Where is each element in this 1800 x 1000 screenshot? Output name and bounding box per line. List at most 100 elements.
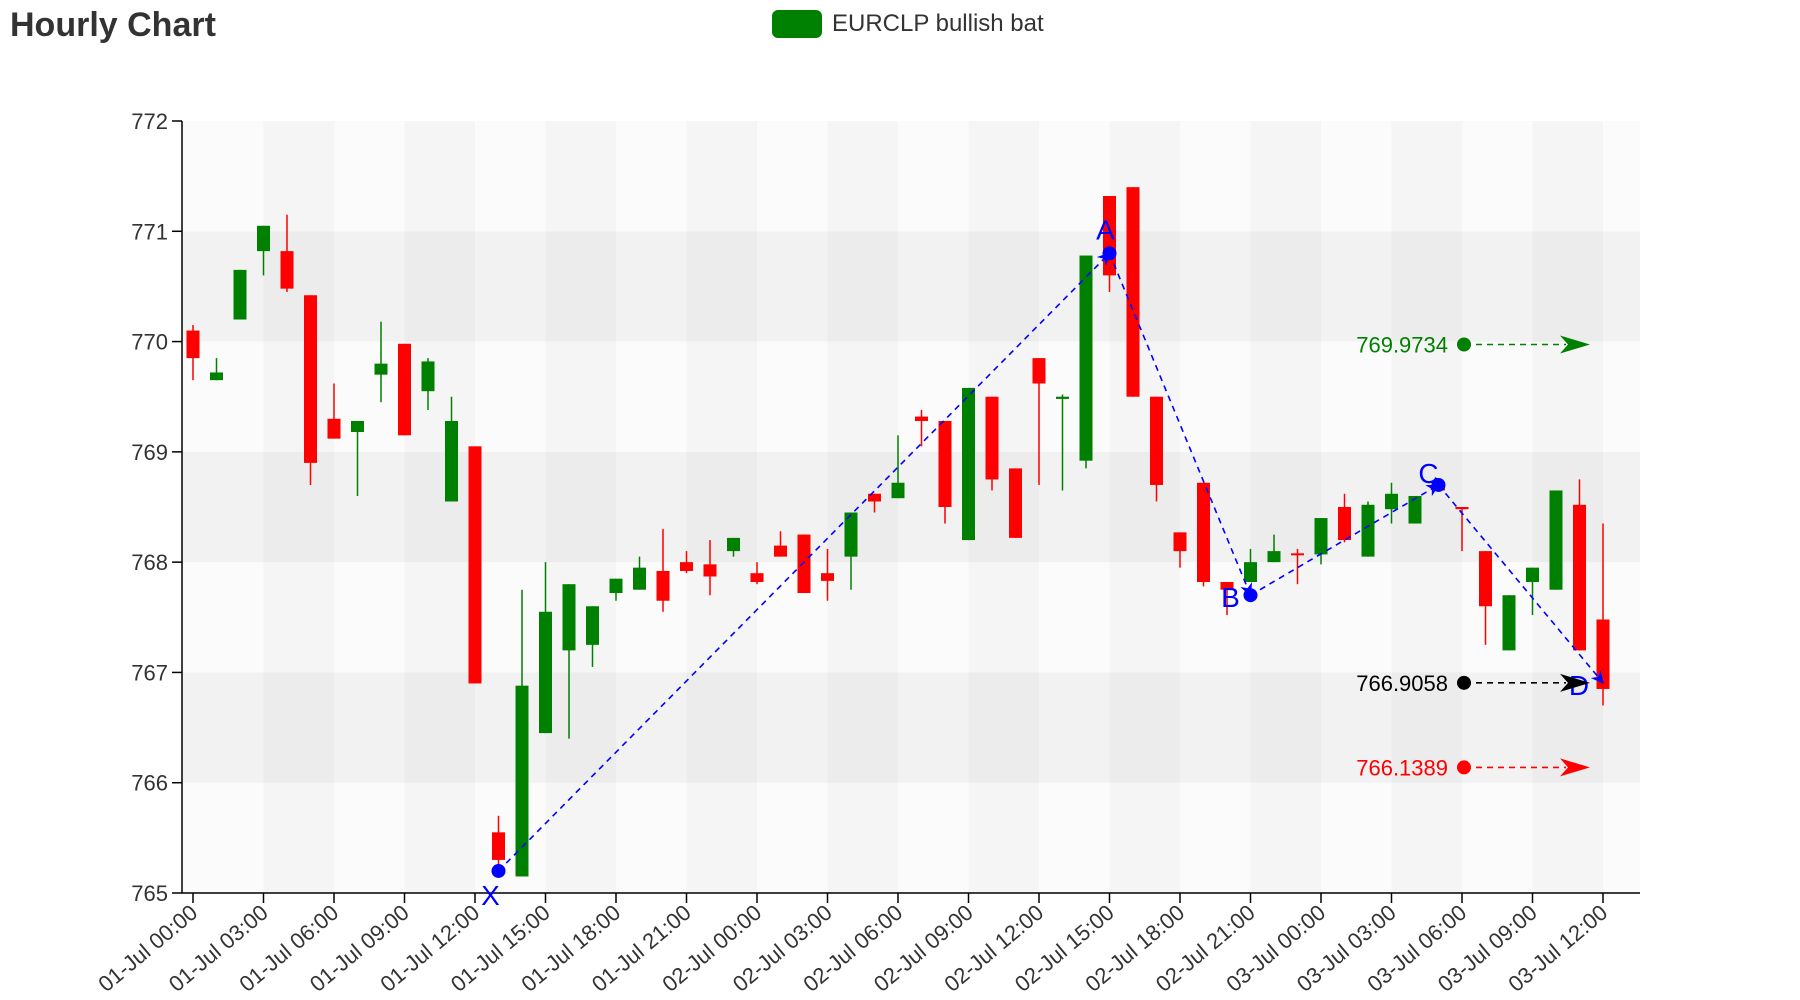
candle bbox=[468, 446, 482, 684]
candle-body bbox=[1009, 468, 1022, 538]
candle bbox=[398, 343, 411, 436]
y-band bbox=[182, 341, 1640, 452]
legend[interactable]: EURCLP bullish bat bbox=[772, 10, 1044, 38]
candle-body bbox=[515, 685, 529, 877]
candle bbox=[1079, 255, 1093, 469]
candle-body bbox=[421, 361, 435, 392]
candle-body bbox=[468, 446, 482, 684]
candle bbox=[1549, 490, 1563, 590]
candle-body bbox=[586, 606, 599, 645]
candle-body bbox=[1338, 507, 1351, 541]
candle bbox=[938, 420, 952, 524]
candle-body bbox=[797, 534, 811, 594]
pattern-leg bbox=[1108, 253, 1253, 597]
candle-body bbox=[1126, 187, 1140, 397]
level-label: 766.1389 bbox=[1356, 755, 1448, 780]
candle bbox=[656, 529, 670, 612]
y-tick-label: 770 bbox=[131, 330, 168, 355]
x-band bbox=[687, 121, 758, 893]
candle-body bbox=[727, 537, 740, 552]
candle bbox=[1032, 358, 1046, 485]
pattern-point bbox=[1431, 477, 1446, 492]
candle bbox=[1150, 396, 1163, 502]
candle-body bbox=[633, 567, 646, 590]
candle bbox=[844, 512, 858, 590]
candle bbox=[1291, 548, 1304, 585]
candle bbox=[633, 556, 646, 590]
x-band bbox=[1251, 121, 1322, 893]
candle bbox=[304, 295, 317, 485]
candle-body bbox=[492, 832, 505, 860]
candle-body bbox=[1267, 551, 1281, 563]
candle bbox=[327, 383, 341, 439]
candle bbox=[186, 325, 200, 381]
pattern-label: A bbox=[1096, 214, 1115, 245]
level-dot bbox=[1457, 760, 1471, 775]
candle bbox=[609, 578, 623, 601]
candle-body bbox=[1314, 518, 1328, 555]
y-tick-label: 768 bbox=[131, 550, 168, 575]
candle bbox=[586, 606, 599, 667]
background-bands bbox=[182, 121, 1640, 893]
candle-body bbox=[1220, 581, 1234, 590]
candle bbox=[1173, 532, 1187, 568]
candle-body bbox=[539, 611, 552, 734]
candle bbox=[1361, 501, 1375, 557]
candle-body bbox=[351, 420, 364, 433]
candle bbox=[562, 584, 576, 739]
candle bbox=[680, 551, 693, 574]
level: 766.9058 bbox=[1356, 671, 1590, 696]
candle-body bbox=[985, 396, 999, 480]
candle-body bbox=[1408, 495, 1422, 524]
y-tick-label: 769 bbox=[131, 440, 168, 465]
candle bbox=[515, 589, 529, 877]
candle bbox=[492, 815, 505, 871]
candle bbox=[1502, 595, 1516, 651]
candle bbox=[1526, 567, 1539, 616]
pattern-point bbox=[491, 863, 506, 878]
candle-body bbox=[186, 330, 200, 359]
candle-body bbox=[609, 578, 623, 594]
pattern-label: C bbox=[1418, 458, 1438, 489]
candle-body bbox=[562, 584, 576, 651]
candle-body bbox=[1079, 255, 1093, 461]
y-tick-label: 772 bbox=[131, 109, 168, 134]
candle-body bbox=[1150, 396, 1163, 485]
y-band bbox=[182, 562, 1640, 673]
candle bbox=[1197, 482, 1210, 587]
x-band bbox=[546, 121, 617, 893]
target-levels: 769.9734 766.9058 766.1389 bbox=[1356, 333, 1590, 780]
candle bbox=[257, 225, 270, 276]
candle bbox=[280, 214, 294, 292]
candle bbox=[1338, 493, 1351, 543]
candle-body bbox=[821, 573, 834, 581]
candle-body bbox=[774, 545, 787, 557]
candle bbox=[1314, 518, 1328, 565]
candle-body bbox=[327, 418, 341, 439]
level: 769.9734 bbox=[1356, 333, 1590, 358]
candle-body bbox=[233, 269, 247, 320]
candle bbox=[727, 537, 740, 557]
level-arrow bbox=[1560, 673, 1590, 692]
level-label: 766.9058 bbox=[1356, 671, 1448, 696]
candle bbox=[1267, 534, 1281, 563]
candle-body bbox=[374, 363, 388, 375]
pattern-point bbox=[1243, 588, 1258, 603]
candle-body bbox=[1032, 358, 1046, 384]
candle-body bbox=[1173, 532, 1187, 552]
candle bbox=[1126, 187, 1140, 397]
candle bbox=[821, 548, 834, 601]
level-arrow bbox=[1560, 758, 1590, 777]
y-band bbox=[182, 121, 1640, 232]
candle bbox=[374, 321, 388, 403]
candle-body bbox=[1596, 619, 1610, 689]
harmonic-pattern: XABCD bbox=[481, 214, 1604, 911]
pattern-label: B bbox=[1221, 582, 1240, 613]
candle-body bbox=[1573, 504, 1586, 651]
candle-body bbox=[1526, 567, 1539, 582]
candle bbox=[703, 540, 717, 596]
y-tick-label: 767 bbox=[131, 660, 168, 685]
candle bbox=[539, 562, 552, 734]
level-dot bbox=[1457, 337, 1471, 352]
